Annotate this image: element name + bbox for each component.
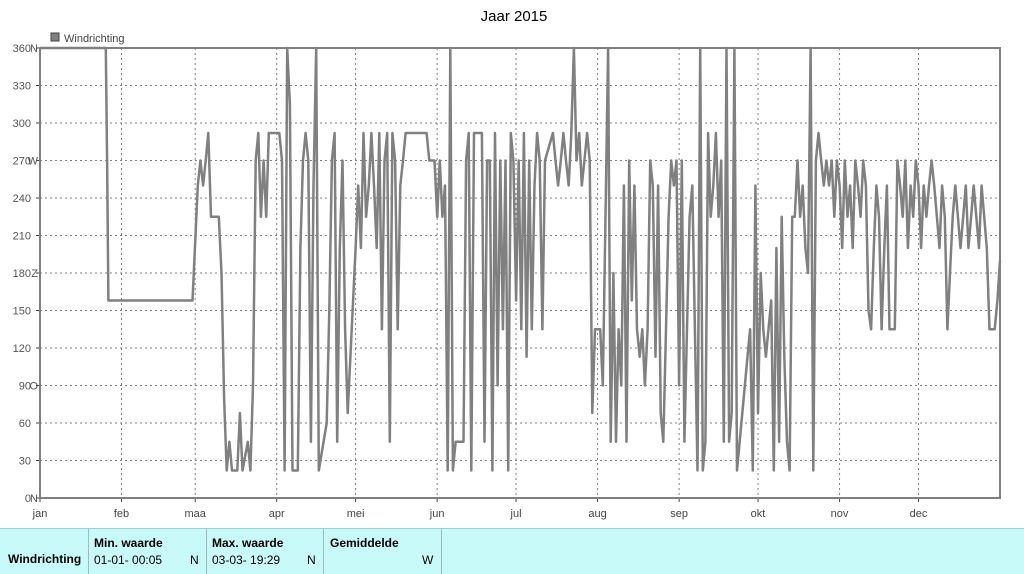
min-date: 01-01- 00:05 (94, 553, 163, 567)
x-tick-label: mei (347, 508, 365, 520)
y-tick-label: 60 (19, 418, 31, 430)
legend-swatch (50, 32, 60, 42)
legend-label: Windrichting (64, 33, 125, 45)
max-date: 03-03- 19:29 (212, 553, 281, 567)
x-tick-label: nov (831, 508, 849, 520)
x-axis: jan feb maa apr mei jun jul aug sep okt nov dec (32, 498, 928, 520)
plot-frame (39, 47, 1001, 499)
x-tick-label: apr (269, 508, 285, 520)
summary-table: Windrichting Min. waarde 01-01- 00:05 N … (0, 528, 1024, 574)
y-tick-label: 180 (13, 268, 31, 280)
y-tick-label: 240 (13, 193, 31, 205)
avg-cell: Gemiddelde W (324, 529, 442, 574)
summary-row-label-cell: Windrichting (0, 529, 89, 574)
compass-label: W (28, 156, 39, 168)
x-tick-label: feb (114, 508, 129, 520)
x-tick-label: maa (184, 508, 206, 520)
chart-title: Jaar 2015 (481, 8, 548, 25)
y-tick-label: 360 (13, 43, 31, 55)
min-cell: Min. waarde 01-01- 00:05 N (89, 529, 207, 574)
chart: Jaar 2015 Windrichting 0 30 60 90 120 150 180 2… (13, 8, 1002, 520)
y-tick-label: 270 (13, 156, 31, 168)
y-tick-label: 90 (19, 381, 31, 393)
x-tick-label: okt (751, 508, 766, 520)
series (40, 46, 1002, 472)
min-direction: N (190, 553, 199, 567)
compass-label: Z (31, 268, 38, 280)
x-tick-label: aug (588, 508, 606, 520)
y-tick-label: 210 (13, 231, 31, 243)
y-tick-label: 0 (25, 493, 31, 505)
y-tick-label: 300 (13, 118, 31, 130)
compass-label: N (30, 493, 38, 505)
avg-direction: W (422, 553, 434, 567)
x-tick-label: jun (429, 508, 445, 520)
x-tick-label: sep (670, 508, 688, 520)
min-header: Min. waarde (94, 536, 163, 550)
x-tick-label: jan (32, 508, 48, 520)
series-line-windrichting (40, 46, 1002, 472)
x-tick-label: dec (910, 508, 928, 520)
max-cell: Max. waarde 03-03- 19:29 N (207, 529, 324, 574)
compass-label: N (30, 43, 38, 55)
y-tick-label: 330 (13, 81, 31, 93)
max-header: Max. waarde (212, 536, 284, 550)
avg-header: Gemiddelde (330, 536, 399, 550)
y-tick-label: 150 (13, 306, 31, 318)
max-direction: N (307, 553, 316, 567)
x-tick-label: jul (510, 508, 522, 520)
y-tick-label: 30 (19, 456, 31, 468)
compass-label: O (29, 381, 38, 393)
y-tick-label: 120 (13, 343, 31, 355)
summary-row-label: Windrichting (8, 552, 82, 566)
